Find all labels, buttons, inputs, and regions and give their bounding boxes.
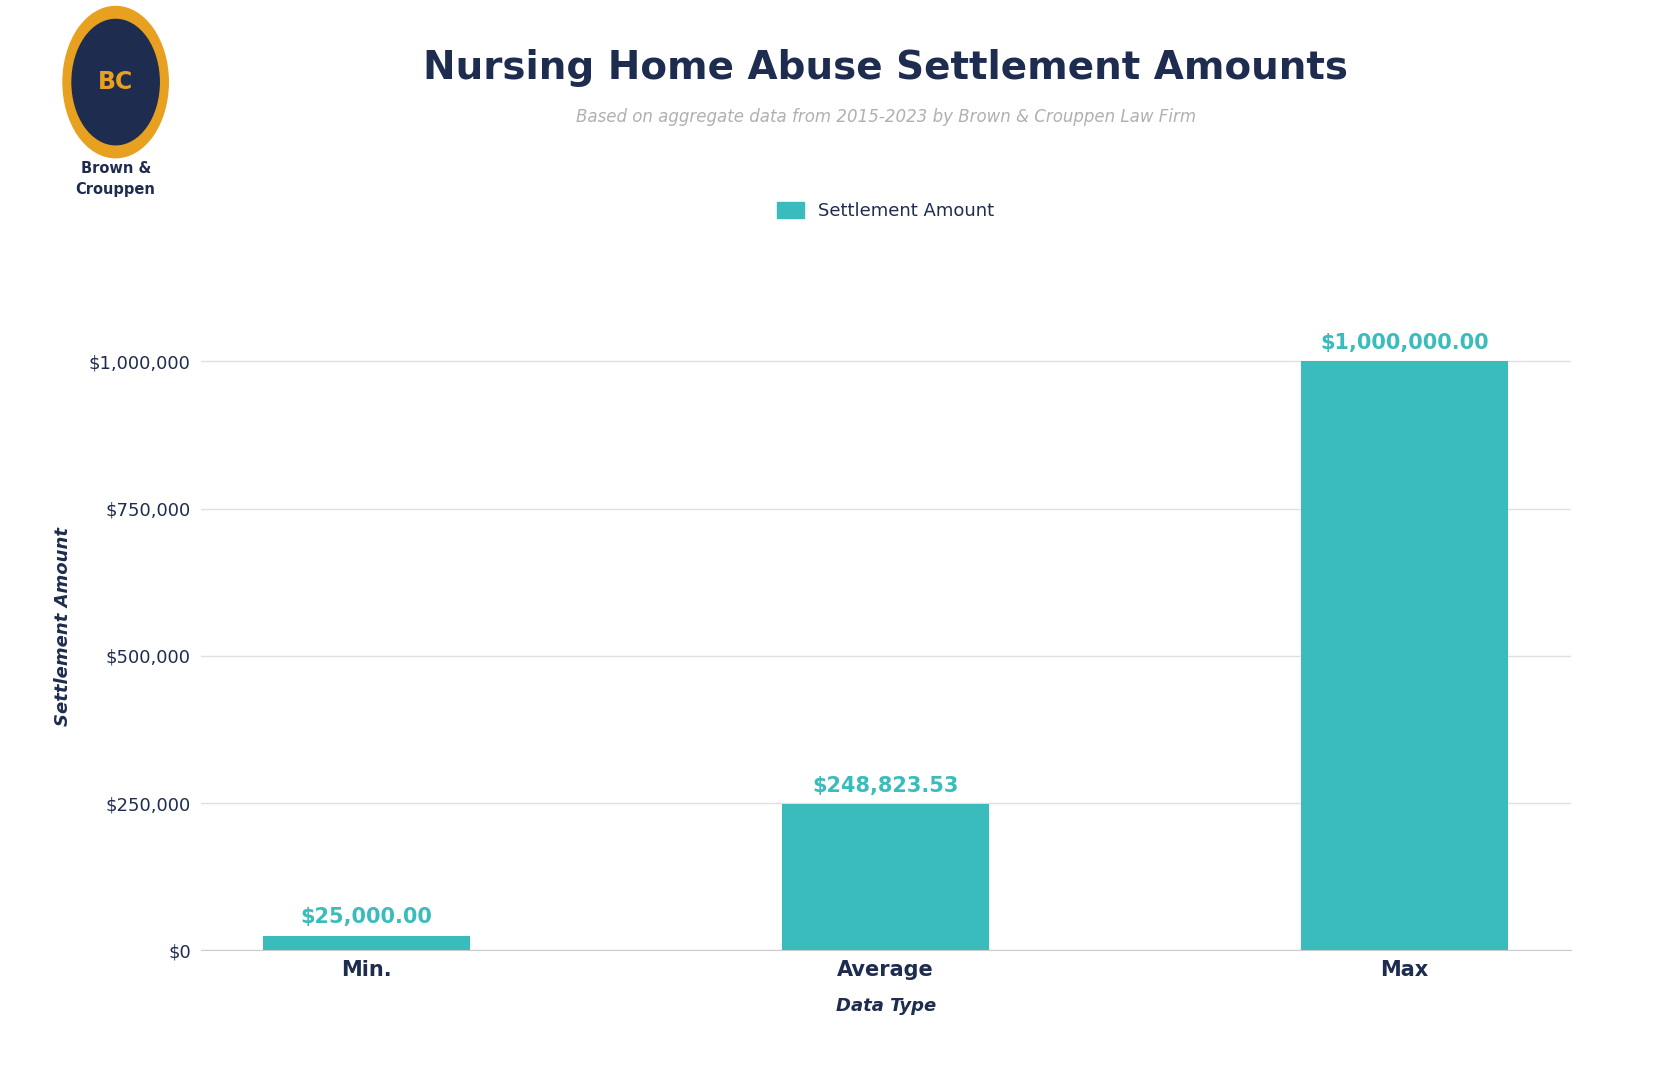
- Legend: Settlement Amount: Settlement Amount: [770, 194, 1001, 228]
- Text: Based on aggregate data from 2015-2023 by Brown & Crouppen Law Firm: Based on aggregate data from 2015-2023 b…: [575, 108, 1196, 126]
- Bar: [262, 935, 471, 950]
- Y-axis label: Settlement Amount: Settlement Amount: [53, 527, 72, 726]
- Text: $25,000.00: $25,000.00: [301, 907, 433, 928]
- Circle shape: [63, 6, 169, 158]
- Text: $1,000,000.00: $1,000,000.00: [1320, 333, 1489, 353]
- Text: BC: BC: [99, 70, 134, 94]
- Bar: [782, 804, 989, 950]
- Text: Brown &
Crouppen: Brown & Crouppen: [75, 161, 155, 198]
- Text: Nursing Home Abuse Settlement Amounts: Nursing Home Abuse Settlement Amounts: [423, 49, 1348, 86]
- Bar: [1300, 362, 1509, 950]
- Circle shape: [72, 19, 159, 145]
- Text: $248,823.53: $248,823.53: [812, 775, 959, 796]
- X-axis label: Data Type: Data Type: [836, 997, 936, 1015]
